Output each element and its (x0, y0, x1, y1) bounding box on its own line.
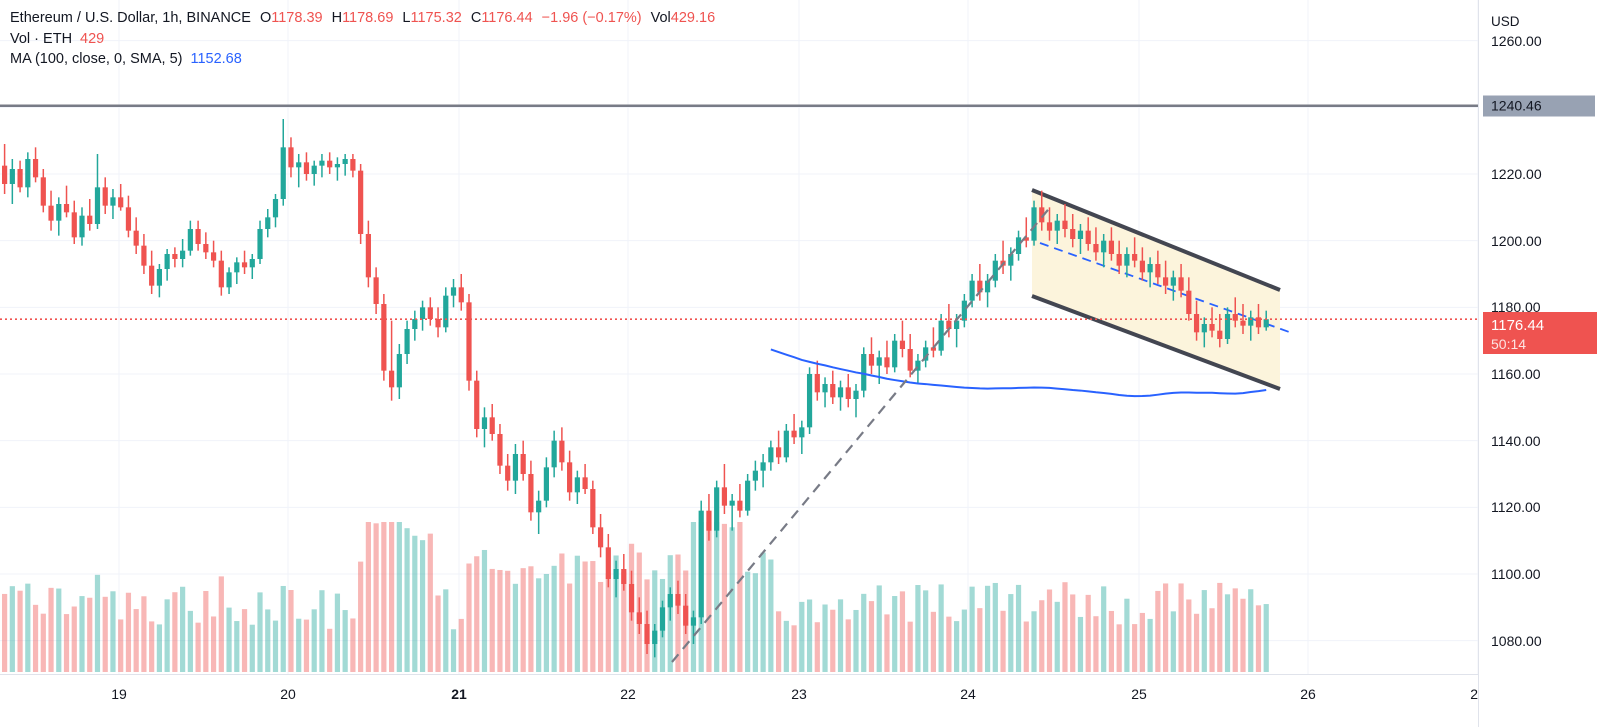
price-tick-label: 1220.00 (1491, 166, 1542, 182)
overlay-lines-layer (0, 104, 1478, 663)
price-tick-label: 1180.00 (1491, 299, 1541, 316)
time-tick-label: 23 (791, 686, 807, 702)
candlestick-series-layer (1, 119, 1269, 658)
level-price-badge[interactable]: 1240.46 (1483, 95, 1595, 117)
price-tick-label: 1200.00 (1491, 232, 1542, 249)
last-price-badge[interactable]: 1176.44 50:14 (1483, 312, 1597, 355)
time-tick-label: 19 (111, 686, 127, 702)
time-axis[interactable]: 192021222324252627 (0, 674, 1600, 727)
time-tick-label: 25 (1131, 686, 1147, 702)
time-tick-label: 21 (451, 686, 467, 702)
price-axis[interactable]: USD 1260.001240.001220.001200.001180.001… (1478, 0, 1600, 674)
price-tick-label: 1120.00 (1491, 499, 1541, 516)
price-axis-unit: USD (1491, 14, 1520, 29)
time-tick-label: 24 (960, 686, 976, 702)
bar-countdown: 50:14 (1491, 335, 1527, 352)
time-tick-label: 20 (280, 686, 296, 702)
price-tick-label: 1100.00 (1491, 566, 1541, 582)
price-tick-label: 1260.00 (1491, 32, 1542, 49)
plot-area[interactable] (0, 0, 1478, 674)
price-tick-label: 1080.00 (1491, 632, 1542, 649)
channel-annotation-layer[interactable] (0, 0, 1478, 674)
time-tick-label: 26 (1300, 686, 1316, 702)
time-tick-label: 22 (620, 686, 636, 702)
price-tick-label: 1140.00 (1491, 432, 1541, 449)
axis-corner (1478, 674, 1600, 727)
last-price-value: 1176.44 (1491, 316, 1545, 334)
price-tick-label: 1160.00 (1491, 366, 1541, 382)
